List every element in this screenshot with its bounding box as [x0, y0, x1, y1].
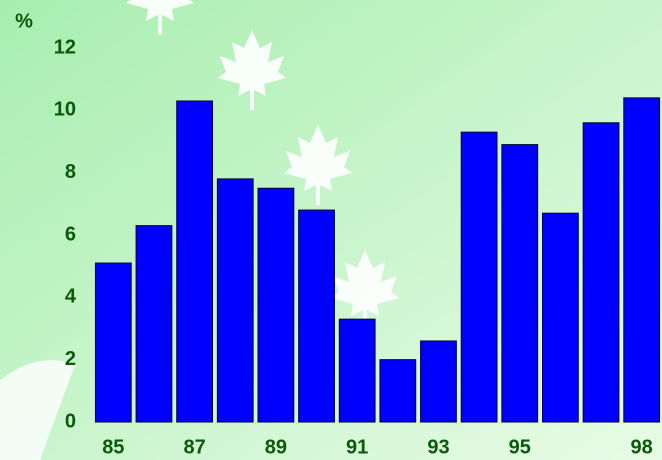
bar	[623, 97, 661, 423]
y-tick-label: 2	[65, 348, 76, 370]
y-tick-label: 8	[65, 161, 76, 183]
x-tick-label: 98	[631, 436, 653, 458]
bar	[379, 359, 417, 423]
y-axis-label: %	[15, 10, 33, 32]
bar	[257, 187, 295, 423]
x-tick-label: 85	[102, 436, 124, 458]
bar	[420, 340, 457, 423]
bar	[460, 131, 498, 423]
bar	[542, 212, 579, 423]
x-tick-label: 93	[427, 436, 449, 458]
x-tick-label: 95	[509, 436, 531, 458]
bar	[338, 318, 376, 423]
x-tick-label: 87	[183, 436, 205, 458]
bar	[216, 178, 254, 423]
x-tick-label: 91	[346, 436, 368, 458]
decoration	[0, 360, 75, 460]
y-tick-label: 6	[65, 223, 76, 245]
bar	[94, 262, 132, 423]
bar	[176, 100, 213, 423]
bar	[298, 209, 335, 423]
y-tick-label: 10	[54, 99, 76, 121]
bar	[501, 144, 539, 423]
bar	[135, 225, 173, 423]
y-tick-label: 12	[54, 36, 76, 58]
y-tick-label: 4	[65, 286, 77, 308]
x-tick-label: 89	[265, 436, 287, 458]
bar	[582, 122, 620, 423]
y-tick-label: 0	[65, 410, 76, 432]
